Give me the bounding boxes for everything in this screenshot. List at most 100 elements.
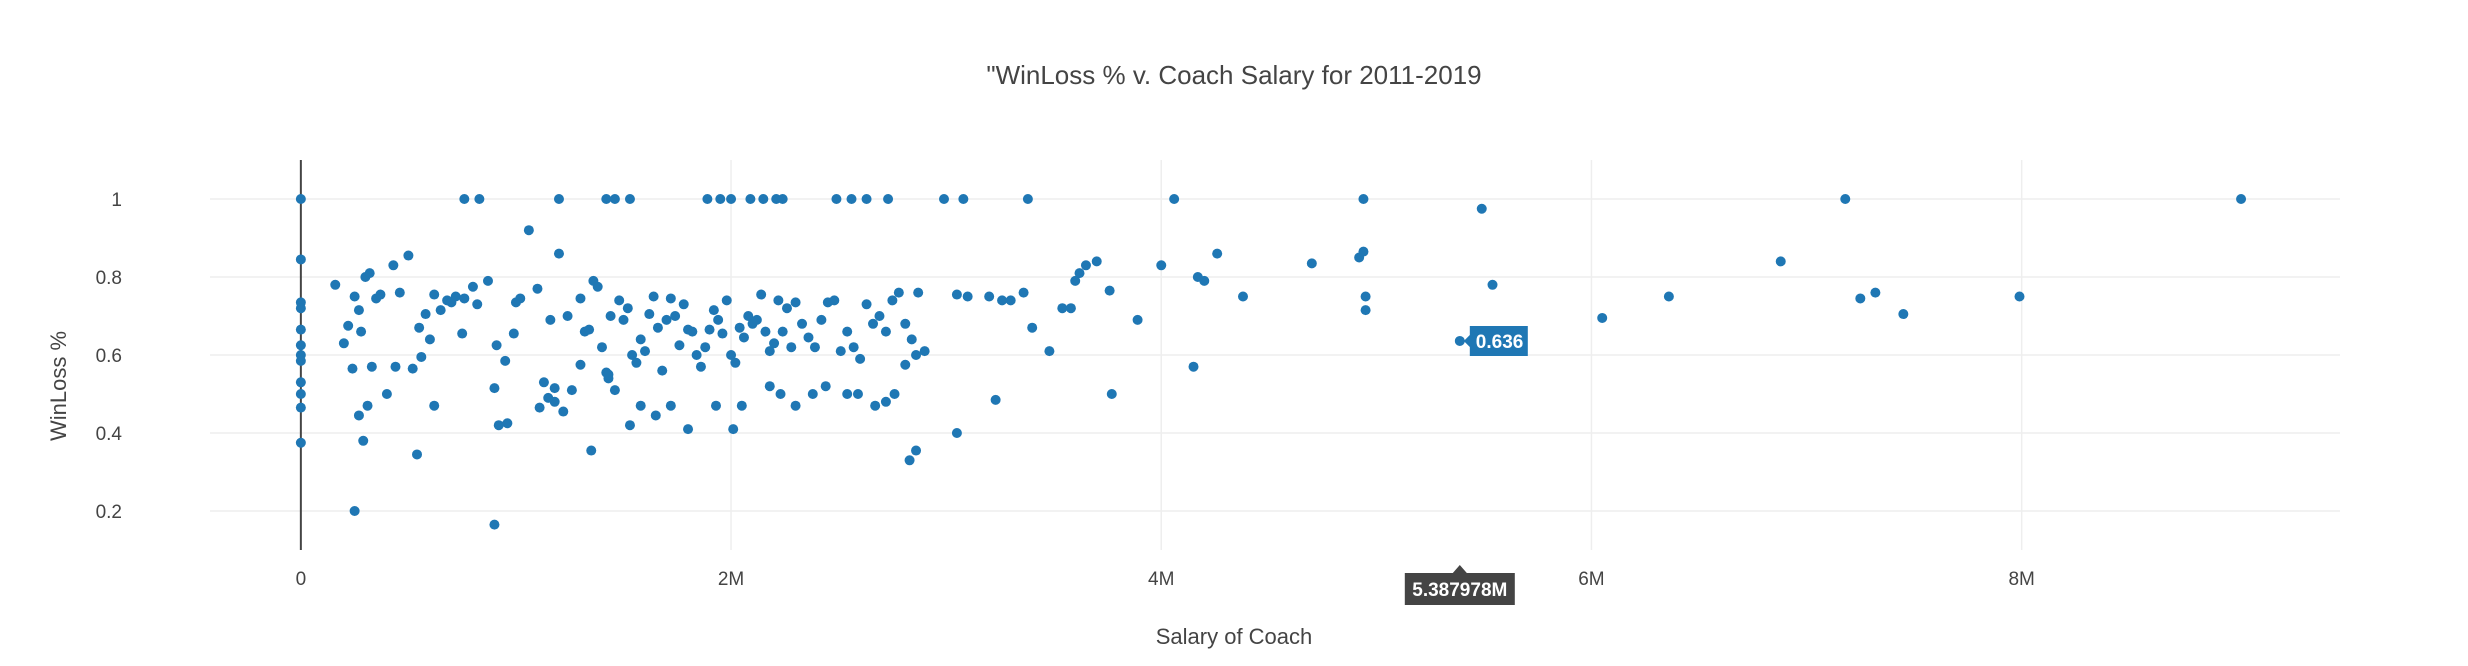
data-point[interactable] <box>769 338 780 349</box>
data-point[interactable] <box>491 340 502 351</box>
data-point[interactable] <box>435 305 446 316</box>
data-point[interactable] <box>816 314 827 325</box>
data-point[interactable] <box>627 350 638 360</box>
data-point[interactable] <box>951 289 962 300</box>
data-point[interactable] <box>2014 291 2025 302</box>
data-point[interactable] <box>640 346 651 357</box>
data-point[interactable] <box>609 194 620 204</box>
data-point[interactable] <box>375 289 386 300</box>
data-point[interactable] <box>295 340 306 351</box>
data-point[interactable] <box>797 318 808 329</box>
data-point[interactable] <box>489 519 500 530</box>
data-point[interactable] <box>330 279 341 290</box>
data-point[interactable] <box>874 311 885 321</box>
data-point[interactable] <box>450 291 461 302</box>
data-point[interactable] <box>295 389 306 399</box>
data-point[interactable] <box>1476 203 1487 214</box>
data-point[interactable] <box>657 365 668 376</box>
data-point[interactable] <box>760 326 771 337</box>
data-point[interactable] <box>508 328 519 339</box>
data-point[interactable] <box>1898 309 1909 320</box>
data-point[interactable] <box>635 400 646 411</box>
data-point[interactable] <box>1212 248 1223 259</box>
data-point[interactable] <box>777 194 788 204</box>
data-point[interactable] <box>984 291 995 302</box>
data-point[interactable] <box>414 322 425 333</box>
data-point[interactable] <box>424 334 435 345</box>
data-point[interactable] <box>1074 268 1085 279</box>
data-point[interactable] <box>650 410 661 421</box>
data-point[interactable] <box>790 400 801 411</box>
data-point[interactable] <box>2236 194 2247 204</box>
data-point[interactable] <box>764 346 775 357</box>
data-point[interactable] <box>347 363 358 374</box>
data-point[interactable] <box>715 194 726 204</box>
data-point[interactable] <box>388 260 399 271</box>
data-point[interactable] <box>403 250 414 261</box>
data-point[interactable] <box>366 361 377 372</box>
data-point[interactable] <box>295 402 306 413</box>
data-point[interactable] <box>803 332 814 343</box>
data-point[interactable] <box>349 506 360 516</box>
data-point[interactable] <box>1358 246 1369 257</box>
data-point[interactable] <box>868 318 879 329</box>
data-point[interactable] <box>913 287 924 298</box>
data-point[interactable] <box>566 385 577 396</box>
data-point[interactable] <box>1663 291 1674 302</box>
data-point[interactable] <box>353 305 364 316</box>
data-point[interactable] <box>538 377 549 388</box>
data-point[interactable] <box>295 377 306 388</box>
data-point[interactable] <box>756 289 767 300</box>
data-point[interactable] <box>295 303 306 314</box>
data-point[interactable] <box>661 314 672 325</box>
data-point[interactable] <box>887 295 898 306</box>
data-point[interactable] <box>852 389 863 399</box>
data-point[interactable] <box>674 340 685 351</box>
data-point[interactable] <box>958 194 969 204</box>
data-point[interactable] <box>726 350 737 360</box>
data-point[interactable] <box>786 342 797 353</box>
data-point[interactable] <box>420 309 431 320</box>
data-point[interactable] <box>1057 303 1068 314</box>
data-point[interactable] <box>758 194 769 204</box>
data-point[interactable] <box>338 338 349 349</box>
data-point[interactable] <box>394 287 405 298</box>
data-point[interactable] <box>906 334 917 345</box>
data-point[interactable] <box>603 369 614 380</box>
data-point[interactable] <box>911 350 922 360</box>
data-point[interactable] <box>429 289 440 300</box>
data-point[interactable] <box>678 299 689 310</box>
data-point[interactable] <box>790 297 801 308</box>
data-point[interactable] <box>713 314 724 325</box>
data-point[interactable] <box>736 400 747 411</box>
data-point[interactable] <box>883 194 894 204</box>
data-point[interactable] <box>618 314 629 325</box>
data-point[interactable] <box>670 311 681 321</box>
data-point[interactable] <box>472 299 483 310</box>
data-point[interactable] <box>429 400 440 411</box>
data-point[interactable] <box>1132 314 1143 325</box>
data-point[interactable] <box>1080 260 1091 271</box>
data-point[interactable] <box>721 295 732 306</box>
data-point[interactable] <box>717 328 728 339</box>
data-point[interactable] <box>644 309 655 320</box>
data-point[interactable] <box>861 194 872 204</box>
data-point[interactable] <box>687 326 698 337</box>
data-point[interactable] <box>489 383 500 394</box>
data-point[interactable] <box>773 295 784 306</box>
data-point[interactable] <box>592 281 603 292</box>
data-point[interactable] <box>702 194 713 204</box>
data-point[interactable] <box>1358 194 1369 204</box>
data-point[interactable] <box>990 394 1001 405</box>
data-point[interactable] <box>1360 305 1371 316</box>
data-point[interactable] <box>1091 256 1102 267</box>
data-point[interactable] <box>962 291 973 302</box>
data-point[interactable] <box>861 299 872 310</box>
data-point[interactable] <box>624 194 635 204</box>
data-point[interactable] <box>1027 322 1038 333</box>
data-point[interactable] <box>295 254 306 265</box>
data-point[interactable] <box>467 281 478 292</box>
data-point[interactable] <box>614 295 625 306</box>
data-point[interactable] <box>553 194 564 204</box>
data-point[interactable] <box>1104 285 1115 296</box>
